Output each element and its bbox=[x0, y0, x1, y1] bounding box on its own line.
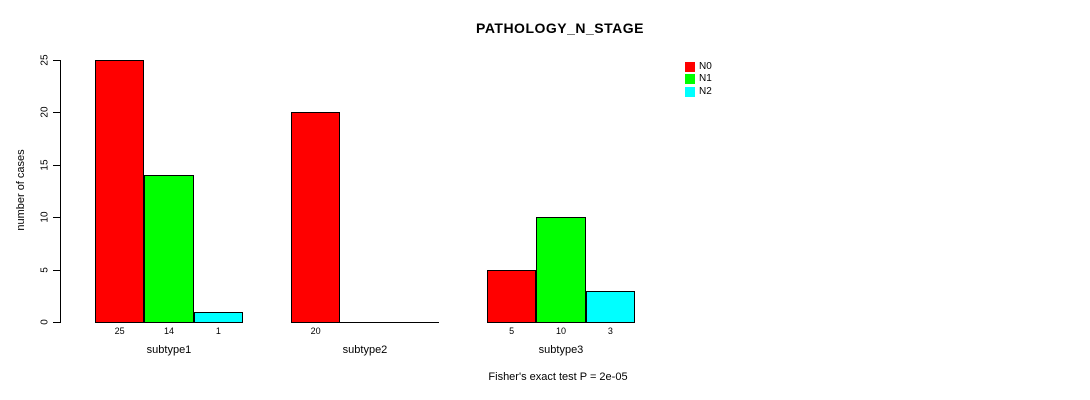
y-tick-label: 20 bbox=[39, 106, 51, 118]
x-category-label: subtype2 bbox=[342, 344, 388, 356]
x-category-label: subtype3 bbox=[538, 344, 584, 356]
legend-swatch-N2 bbox=[685, 86, 695, 97]
bar-N1-subtype3 bbox=[536, 217, 586, 323]
bar-value-label: 25 bbox=[114, 326, 125, 336]
legend-swatch-N1 bbox=[685, 74, 695, 85]
bar-N0-subtype3 bbox=[487, 269, 537, 323]
y-tick-label: 5 bbox=[39, 266, 51, 273]
bar-N0-subtype2 bbox=[291, 112, 341, 323]
y-tick bbox=[53, 112, 60, 114]
y-tick bbox=[53, 322, 60, 323]
bar-value-label: 1 bbox=[215, 326, 221, 336]
legend-swatch-N0 bbox=[685, 62, 695, 72]
y-tick-label: 25 bbox=[39, 54, 51, 66]
y-tick bbox=[53, 60, 60, 61]
legend-label-N2: N2 bbox=[699, 85, 712, 97]
bar-N0-subtype1 bbox=[95, 60, 145, 323]
x-category-label: subtype1 bbox=[146, 344, 192, 356]
y-axis-line bbox=[60, 60, 61, 323]
bar-N2-subtype3 bbox=[585, 290, 635, 323]
bar-N2-subtype1 bbox=[193, 311, 243, 323]
bar-value-label: 20 bbox=[310, 326, 321, 336]
y-tick bbox=[53, 164, 60, 166]
bar-value-label: 3 bbox=[607, 326, 613, 336]
bar-value-label: 5 bbox=[509, 326, 515, 336]
bar-N1-subtype1 bbox=[144, 175, 194, 323]
y-tick bbox=[53, 217, 60, 219]
stat-annotation: Fisher's exact test P = 2e-05 bbox=[488, 371, 628, 383]
y-tick-label: 10 bbox=[39, 211, 51, 223]
bar-value-label: 10 bbox=[555, 326, 566, 336]
legend-label-N0: N0 bbox=[699, 61, 712, 72]
x-baseline bbox=[291, 322, 439, 323]
legend-label-N1: N1 bbox=[699, 73, 712, 85]
y-tick-label: 0 bbox=[39, 319, 51, 325]
bar-value-label: 14 bbox=[163, 326, 174, 336]
y-tick-label: 15 bbox=[39, 159, 51, 171]
y-tick bbox=[53, 269, 60, 271]
chart-title: PATHOLOGY_N_STAGE bbox=[476, 20, 644, 36]
